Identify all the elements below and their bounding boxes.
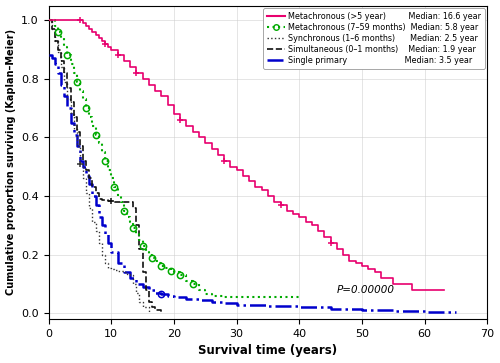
- Legend: Metachronous (>5 year)         Median: 16.6 year, Metachronous (7–59 months)  Me: Metachronous (>5 year) Median: 16.6 year…: [263, 8, 485, 69]
- Y-axis label: Cumulative proportion surviving (Kaplan–Meier): Cumulative proportion surviving (Kaplan–…: [6, 29, 16, 295]
- Text: P=0.00000: P=0.00000: [337, 285, 395, 295]
- X-axis label: Survival time (years): Survival time (years): [198, 344, 338, 358]
